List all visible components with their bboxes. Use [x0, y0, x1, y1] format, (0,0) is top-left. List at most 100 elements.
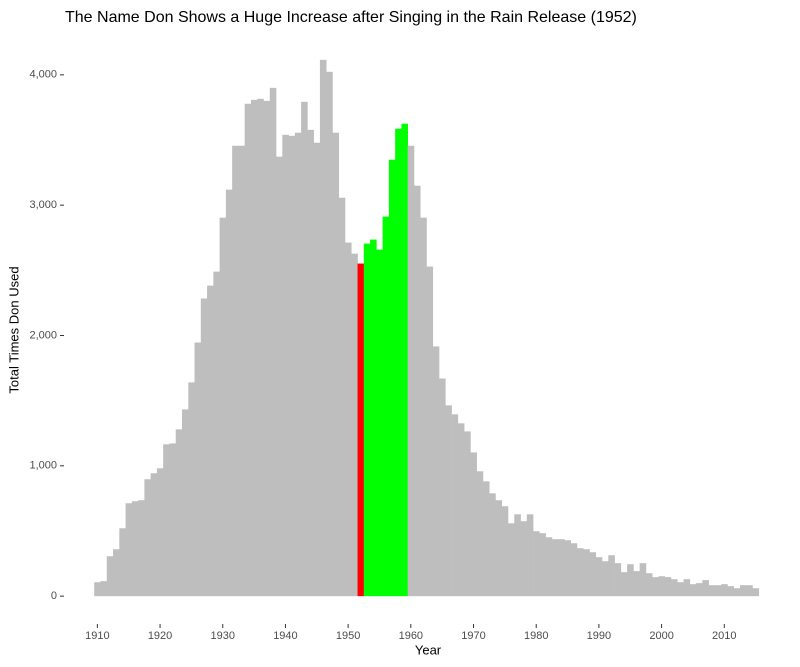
bar — [620, 572, 628, 597]
x-tick-label: 1910 — [85, 630, 109, 642]
y-tick-label: 1,000 — [29, 460, 57, 472]
bar — [714, 585, 722, 597]
x-tick-label: 1980 — [524, 630, 548, 642]
bar — [451, 414, 459, 597]
bar — [344, 242, 352, 597]
x-tick-label: 1960 — [399, 630, 423, 642]
bar — [94, 582, 101, 597]
bar — [432, 346, 440, 597]
bar — [508, 523, 515, 597]
bar — [163, 444, 170, 597]
x-tick-label: 1940 — [273, 630, 297, 642]
bar — [689, 584, 697, 597]
bar — [602, 561, 609, 597]
bar — [219, 217, 227, 597]
bar — [413, 185, 421, 597]
bar — [351, 253, 358, 597]
bar — [733, 588, 741, 597]
bar — [119, 528, 126, 597]
bar — [445, 405, 452, 597]
bar — [551, 539, 559, 597]
bar — [677, 582, 684, 597]
bar — [570, 543, 578, 597]
bar — [702, 580, 709, 597]
bar — [696, 583, 703, 597]
bar — [533, 531, 540, 597]
bar — [125, 503, 133, 597]
bar — [576, 548, 584, 597]
bar — [382, 216, 390, 597]
bar — [721, 584, 728, 597]
x-tick-label: 1950 — [336, 630, 360, 642]
x-axis-label: Year — [415, 642, 442, 657]
bar — [250, 99, 258, 597]
bar — [664, 577, 672, 597]
bar — [294, 132, 302, 597]
bar — [746, 585, 753, 597]
bar — [495, 500, 503, 597]
bar — [144, 479, 151, 597]
bar — [106, 556, 114, 597]
bar — [388, 159, 396, 597]
bar — [113, 549, 120, 597]
bar — [739, 585, 747, 597]
bar — [332, 132, 340, 597]
y-tick-label: 4,000 — [29, 69, 57, 81]
bar — [727, 586, 734, 597]
bar — [608, 555, 615, 597]
bar — [514, 514, 521, 597]
bar — [470, 452, 477, 597]
bar — [439, 378, 446, 597]
bar — [595, 557, 603, 597]
bar — [589, 552, 597, 597]
bar — [426, 266, 434, 597]
bar — [401, 123, 408, 597]
y-tick-label: 3,000 — [29, 199, 57, 211]
bar — [257, 98, 264, 597]
bar — [395, 128, 402, 597]
bar — [232, 145, 239, 597]
bar — [288, 135, 296, 597]
bar — [564, 540, 571, 597]
bar — [583, 549, 590, 597]
bar — [457, 423, 465, 597]
bar — [683, 579, 691, 597]
bar — [407, 145, 415, 597]
bar — [181, 409, 189, 597]
x-tick-label: 1970 — [461, 630, 485, 642]
x-tick-label: 1920 — [148, 630, 172, 642]
bar — [319, 59, 327, 597]
bar — [269, 87, 277, 597]
y-tick-label: 0 — [51, 590, 57, 602]
bar — [213, 271, 220, 597]
bar — [614, 563, 622, 597]
bar — [276, 156, 283, 597]
bar — [501, 506, 509, 597]
bar — [100, 581, 108, 597]
bar — [639, 563, 647, 597]
bar — [363, 243, 371, 597]
bar — [708, 585, 716, 597]
bar — [520, 521, 528, 597]
bar — [175, 429, 183, 597]
bar — [558, 539, 565, 597]
bar — [263, 100, 271, 597]
bar — [489, 493, 496, 597]
bar — [627, 564, 634, 597]
bar — [207, 285, 214, 597]
x-tick-label: 2000 — [649, 630, 673, 642]
bar — [188, 382, 195, 597]
bar — [539, 533, 546, 597]
y-tick-label: 2,000 — [29, 329, 57, 341]
bar — [307, 129, 314, 597]
bar — [225, 189, 233, 597]
bar — [244, 103, 252, 597]
bar — [545, 537, 553, 597]
bar — [156, 468, 164, 597]
bar — [633, 571, 640, 597]
bar — [482, 481, 490, 597]
bar — [138, 500, 145, 597]
bar — [301, 101, 308, 597]
bar — [313, 142, 321, 597]
